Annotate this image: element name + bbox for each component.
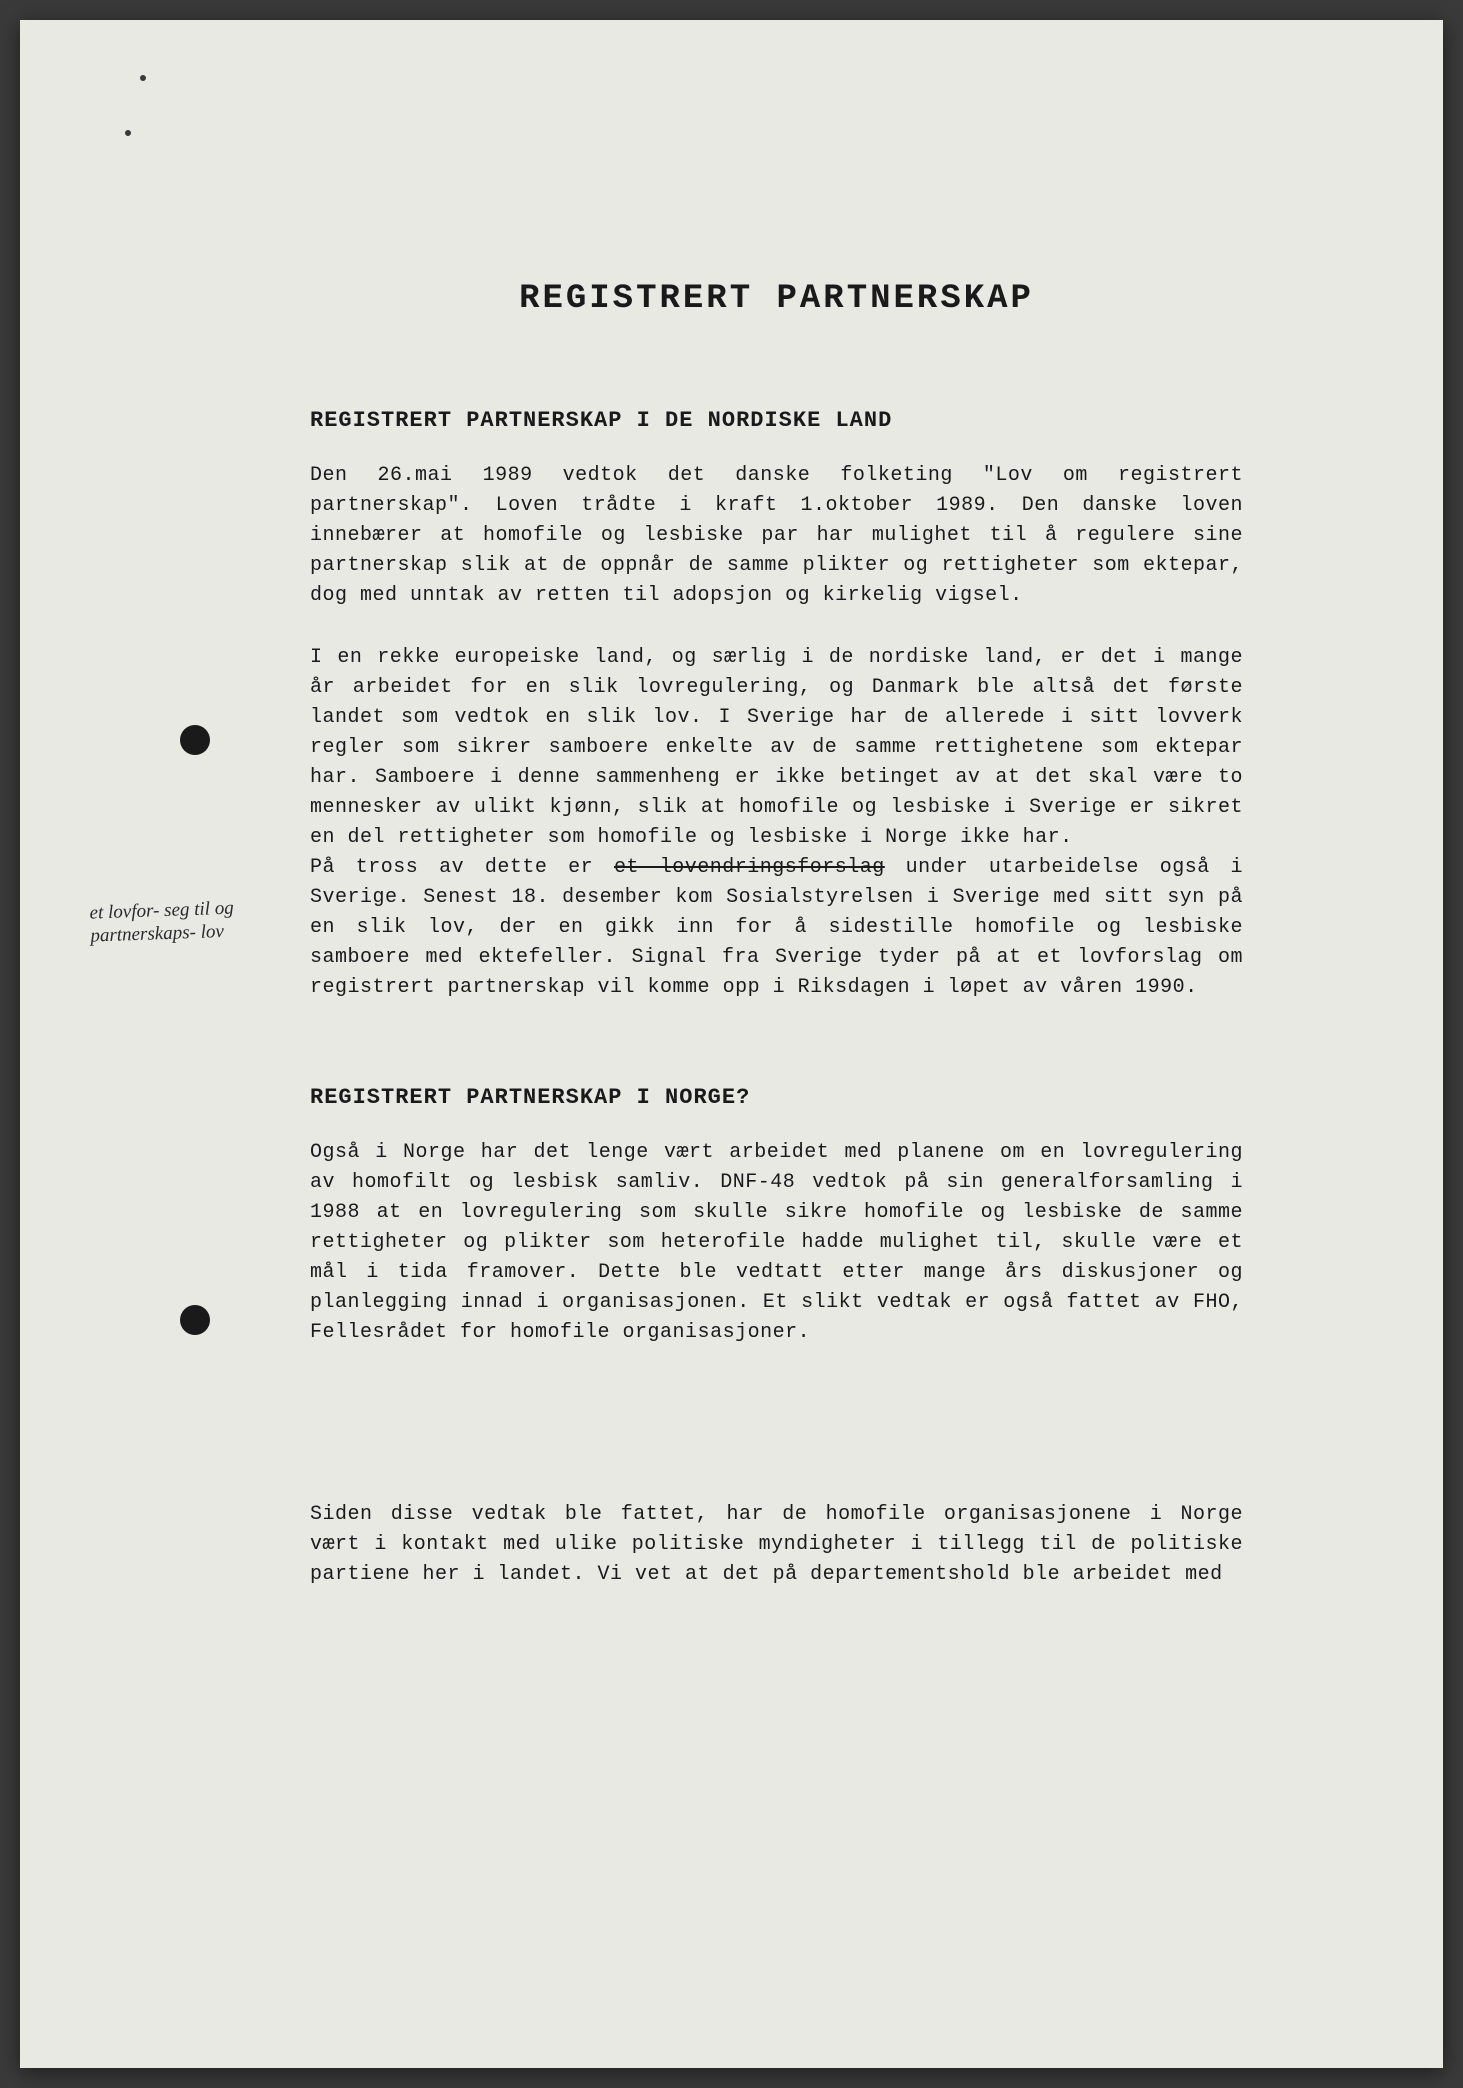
- section-heading: REGISTRERT PARTNERSKAP I NORGE?: [310, 1085, 1243, 1110]
- document-page: et lovfor- seg til og partnerskaps- lov …: [20, 20, 1443, 2068]
- body-paragraph: I en rekke europeiske land, og særlig i …: [310, 643, 1243, 1003]
- paragraph-text: På tross av dette er: [310, 856, 614, 879]
- paper-mark: [140, 75, 146, 81]
- section-heading: REGISTRERT PARTNERSKAP I DE NORDISKE LAN…: [310, 408, 1243, 433]
- handwritten-annotation: et lovfor- seg til og partnerskaps- lov: [89, 897, 240, 948]
- body-paragraph: Siden disse vedtak ble fattet, har de ho…: [310, 1500, 1243, 1590]
- punch-hole: [180, 725, 210, 755]
- punch-hole: [180, 1305, 210, 1335]
- strikethrough-text: et lovendringsforslag: [614, 856, 885, 879]
- paragraph-text: I en rekke europeiske land, og særlig i …: [310, 646, 1243, 849]
- document-title: REGISTRERT PARTNERSKAP: [310, 280, 1243, 318]
- body-paragraph: Den 26.mai 1989 vedtok det danske folket…: [310, 461, 1243, 611]
- paper-mark: [125, 130, 131, 136]
- spacer: [310, 1035, 1243, 1085]
- body-paragraph: Også i Norge har det lenge vært arbeidet…: [310, 1138, 1243, 1348]
- spacer: [310, 1380, 1243, 1500]
